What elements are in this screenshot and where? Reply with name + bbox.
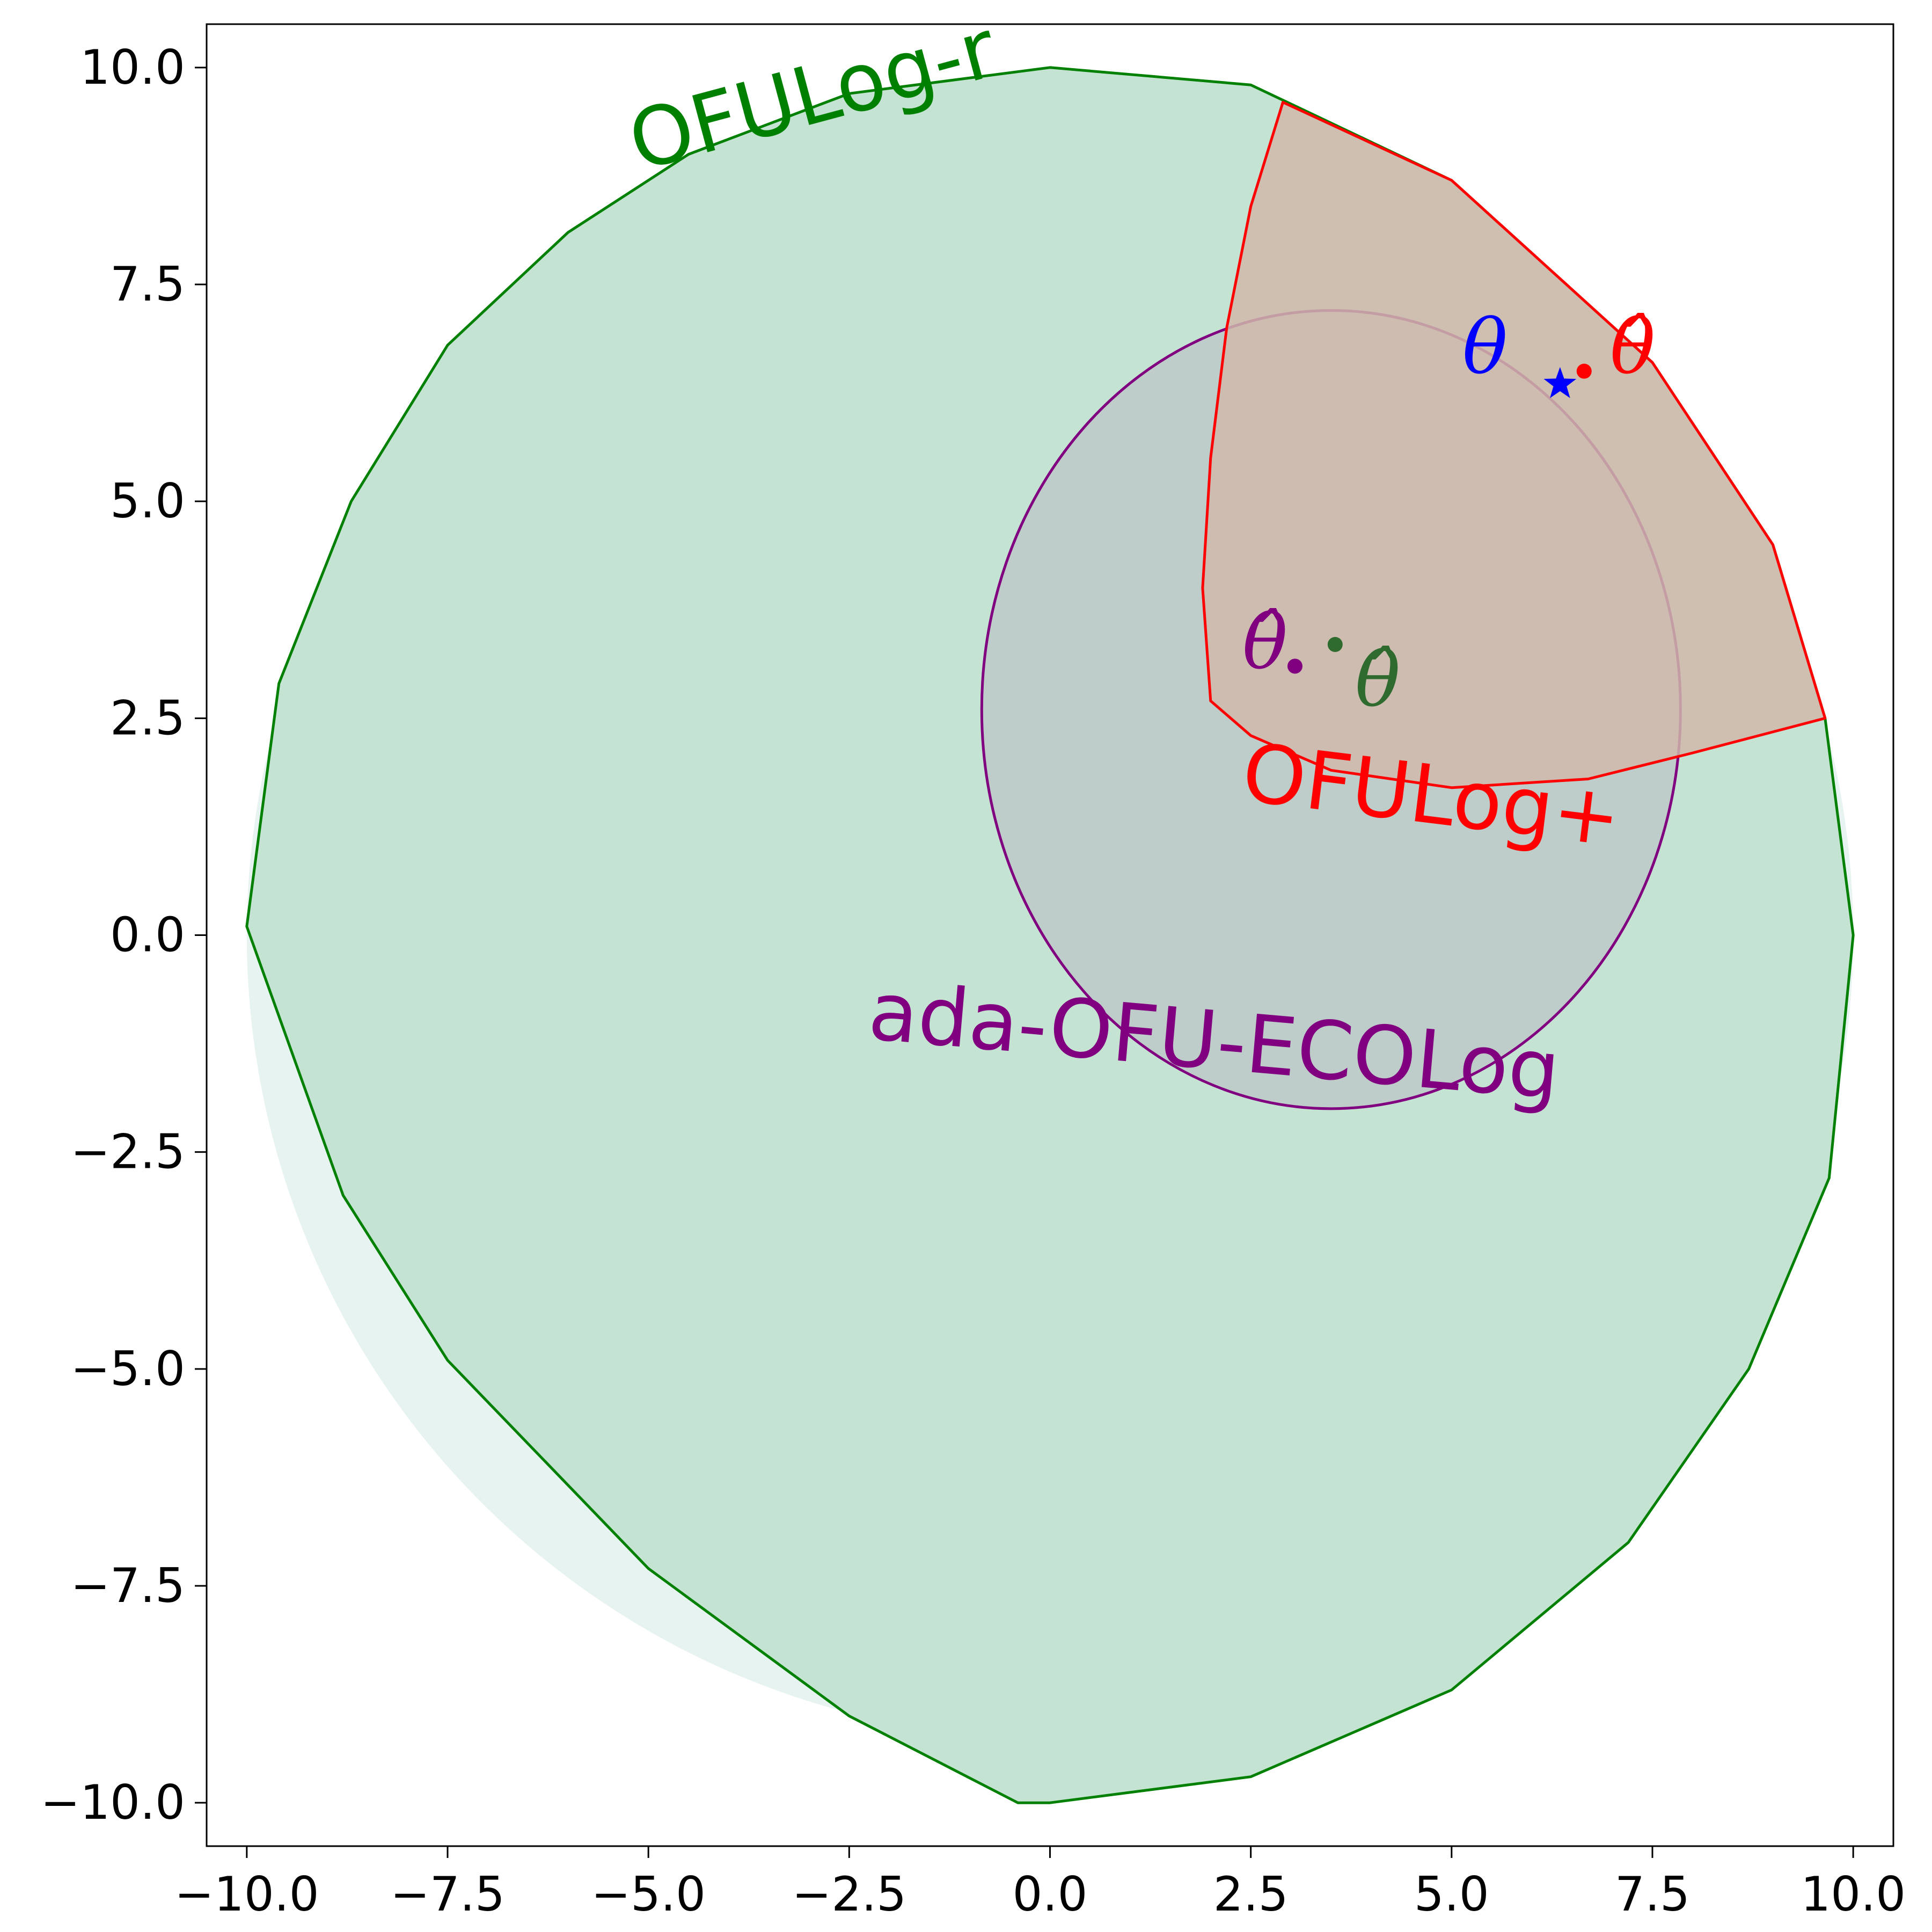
y-axis: −10.0 −7.5 −5.0 −2.5 0.0 2.5 5.0 7.5 10.0 bbox=[40, 40, 207, 1830]
y-tick-label: −5.0 bbox=[70, 1341, 185, 1396]
y-tick-label: −10.0 bbox=[40, 1775, 185, 1830]
points-layer bbox=[1287, 363, 1592, 674]
x-axis: −10.0 −7.5 −5.0 −2.5 0.0 2.5 5.0 7.5 10.0 bbox=[174, 1846, 1906, 1922]
x-tick-label: 5.0 bbox=[1414, 1867, 1489, 1922]
x-tick-label: 0.0 bbox=[1013, 1867, 1088, 1922]
theta-star-label: θ bbox=[1462, 304, 1507, 391]
theta-hat-ada-OFU-ECOLog-marker bbox=[1287, 658, 1302, 674]
y-tick-label: −2.5 bbox=[70, 1124, 185, 1180]
theta-hat-ada-OFU-ECOLog-label: θ̂ bbox=[1242, 599, 1287, 686]
theta-hat-OFULog-r-label: θ̂ bbox=[1355, 636, 1400, 724]
y-tick-label: 0.0 bbox=[110, 908, 185, 963]
x-tick-label: −2.5 bbox=[792, 1867, 906, 1922]
y-tick-label: 7.5 bbox=[110, 257, 185, 312]
x-tick-label: −10.0 bbox=[174, 1867, 319, 1922]
theta-hat-OFULog-r-marker bbox=[1327, 636, 1343, 652]
x-tick-label: 10.0 bbox=[1801, 1867, 1906, 1922]
x-tick-label: −7.5 bbox=[390, 1867, 505, 1922]
y-tick-label: 2.5 bbox=[110, 690, 185, 745]
theta-hat-OFULog+-marker bbox=[1576, 363, 1592, 379]
y-tick-label: 10.0 bbox=[80, 40, 185, 95]
regions-layer bbox=[245, 66, 1855, 1804]
ofulog-plus-region bbox=[1201, 101, 1827, 789]
y-tick-label: 5.0 bbox=[110, 473, 185, 529]
theta-star-marker bbox=[1543, 367, 1577, 398]
y-tick-label: −7.5 bbox=[70, 1558, 185, 1613]
x-tick-label: −5.0 bbox=[591, 1867, 706, 1922]
x-tick-label: 7.5 bbox=[1615, 1867, 1690, 1922]
theta-hat-OFULog+-label: θ̂ bbox=[1610, 304, 1655, 391]
x-tick-label: 2.5 bbox=[1213, 1867, 1289, 1922]
